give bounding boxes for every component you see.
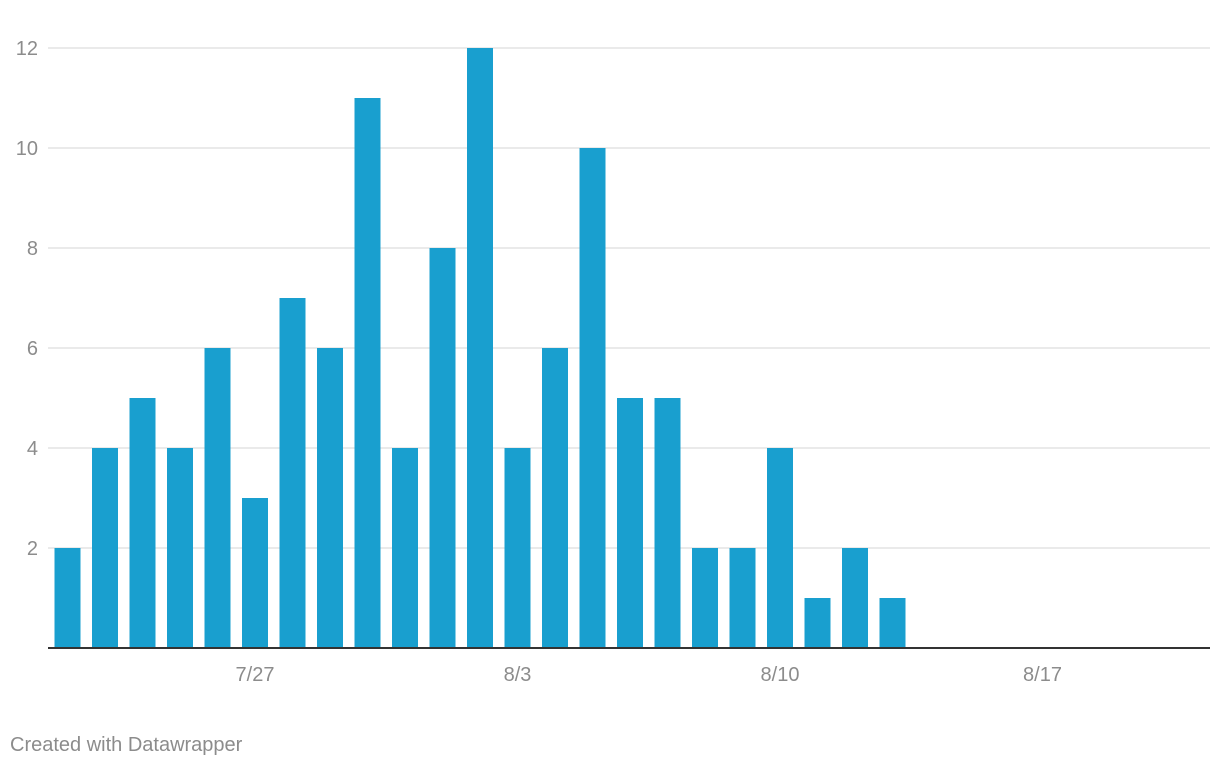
bar-8-2 xyxy=(429,248,456,648)
y-tick-label: 6 xyxy=(27,338,38,360)
credit-text: Created with Datawrapper xyxy=(10,734,243,756)
x-axis-tick-labels: 7/27 8/3 8/10 8/17 xyxy=(236,664,1062,686)
bar-7-24 xyxy=(92,448,118,648)
y-tick-label: 8 xyxy=(27,238,38,260)
bar-8-10 xyxy=(729,548,756,648)
bar-7-25 xyxy=(129,398,156,648)
bar-8-4 xyxy=(504,448,531,648)
gridlines xyxy=(48,47,1210,549)
bar-8-14 xyxy=(879,598,906,648)
y-tick-label: 4 xyxy=(27,438,38,460)
bar-7-31 xyxy=(354,98,381,648)
bar-8-9 xyxy=(692,548,718,648)
y-axis-tick-labels: 2 4 6 8 10 12 xyxy=(16,38,38,560)
bars xyxy=(54,48,906,648)
bar-8-12 xyxy=(804,598,831,648)
bar-8-6 xyxy=(579,148,606,648)
bar-7-27 xyxy=(204,348,231,648)
bar-7-26 xyxy=(167,448,193,648)
bar-7-30 xyxy=(317,348,343,648)
bar-8-13 xyxy=(842,548,868,648)
y-tick-label: 2 xyxy=(27,538,38,560)
y-tick-label: 10 xyxy=(16,138,38,160)
y-tick-label: 12 xyxy=(16,38,38,60)
x-tick-label: 8/3 xyxy=(504,664,532,686)
x-tick-label: 7/27 xyxy=(236,664,275,686)
bar-7-29 xyxy=(279,298,306,648)
bar-8-8 xyxy=(654,398,681,648)
bar-7-23 xyxy=(54,548,81,648)
bar-8-5 xyxy=(542,348,568,648)
x-tick-label: 8/17 xyxy=(1023,664,1062,686)
bar-8-7 xyxy=(617,398,643,648)
bar-8-11 xyxy=(767,448,793,648)
bar-7-28 xyxy=(242,498,268,648)
bar-8-3 xyxy=(467,48,493,648)
bar-8-1 xyxy=(392,448,418,648)
x-tick-label: 8/10 xyxy=(761,664,800,686)
